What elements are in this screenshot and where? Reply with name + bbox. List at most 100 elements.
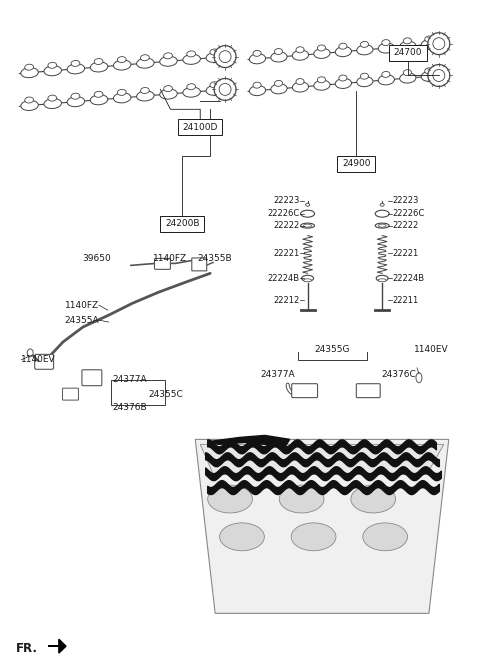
Ellipse shape xyxy=(428,65,450,86)
Text: 1140EV: 1140EV xyxy=(414,345,449,354)
Ellipse shape xyxy=(44,66,61,76)
Polygon shape xyxy=(195,440,449,613)
Text: FR.: FR. xyxy=(16,642,38,654)
FancyBboxPatch shape xyxy=(62,388,78,400)
Text: 24377A: 24377A xyxy=(113,375,147,384)
Ellipse shape xyxy=(113,93,131,103)
Ellipse shape xyxy=(296,47,304,53)
Text: 22224B: 22224B xyxy=(392,274,424,283)
Ellipse shape xyxy=(382,40,390,46)
Ellipse shape xyxy=(253,51,261,57)
Ellipse shape xyxy=(304,224,312,227)
Ellipse shape xyxy=(183,55,201,65)
Text: 24200B: 24200B xyxy=(165,219,200,228)
Ellipse shape xyxy=(44,98,61,108)
Ellipse shape xyxy=(160,57,177,66)
Text: 39650: 39650 xyxy=(82,254,111,263)
Ellipse shape xyxy=(90,62,108,72)
Text: 1140FZ: 1140FZ xyxy=(153,254,187,263)
FancyBboxPatch shape xyxy=(356,384,380,398)
Bar xyxy=(160,215,204,231)
Ellipse shape xyxy=(210,82,219,88)
FancyBboxPatch shape xyxy=(82,370,102,386)
Ellipse shape xyxy=(378,43,395,53)
FancyBboxPatch shape xyxy=(155,259,170,269)
Ellipse shape xyxy=(250,86,265,96)
FancyBboxPatch shape xyxy=(292,384,318,398)
Polygon shape xyxy=(200,444,444,474)
Ellipse shape xyxy=(335,78,351,88)
Ellipse shape xyxy=(250,54,265,64)
Ellipse shape xyxy=(113,60,131,70)
Ellipse shape xyxy=(416,373,422,383)
Ellipse shape xyxy=(67,96,84,106)
Text: 24355G: 24355G xyxy=(315,345,350,354)
Ellipse shape xyxy=(164,86,172,92)
Ellipse shape xyxy=(382,71,390,77)
Text: 22212: 22212 xyxy=(274,296,300,305)
Ellipse shape xyxy=(71,61,80,66)
Text: 24355C: 24355C xyxy=(148,390,183,399)
Ellipse shape xyxy=(292,51,309,61)
Ellipse shape xyxy=(403,38,411,44)
Text: 22226C: 22226C xyxy=(392,209,424,218)
Ellipse shape xyxy=(219,51,231,63)
Ellipse shape xyxy=(25,65,34,70)
Ellipse shape xyxy=(300,210,314,217)
Ellipse shape xyxy=(378,224,386,227)
Ellipse shape xyxy=(339,75,347,81)
Ellipse shape xyxy=(94,91,103,97)
Ellipse shape xyxy=(314,80,330,90)
Text: 24100D: 24100D xyxy=(182,123,218,132)
Bar xyxy=(389,45,427,61)
Text: 24377A: 24377A xyxy=(260,370,295,379)
Ellipse shape xyxy=(314,49,330,59)
Ellipse shape xyxy=(137,91,154,101)
Ellipse shape xyxy=(351,485,396,513)
Polygon shape xyxy=(210,436,290,448)
Ellipse shape xyxy=(117,57,126,63)
Ellipse shape xyxy=(48,95,57,101)
FancyBboxPatch shape xyxy=(192,258,207,271)
Ellipse shape xyxy=(187,51,195,57)
Ellipse shape xyxy=(214,78,236,100)
Bar xyxy=(337,156,375,172)
Ellipse shape xyxy=(219,83,231,95)
Ellipse shape xyxy=(421,71,437,81)
Ellipse shape xyxy=(360,41,369,47)
Text: 22221: 22221 xyxy=(274,249,300,258)
Ellipse shape xyxy=(210,49,219,55)
Ellipse shape xyxy=(206,53,224,63)
Ellipse shape xyxy=(304,279,312,282)
Text: 24376B: 24376B xyxy=(113,403,147,412)
Ellipse shape xyxy=(400,41,416,51)
Text: 24355A: 24355A xyxy=(64,316,99,325)
Text: 24700: 24700 xyxy=(394,48,422,57)
Ellipse shape xyxy=(433,38,445,50)
Ellipse shape xyxy=(94,59,103,65)
Ellipse shape xyxy=(357,45,373,55)
Ellipse shape xyxy=(71,93,80,99)
Text: 22222: 22222 xyxy=(392,221,419,230)
Ellipse shape xyxy=(300,223,314,228)
Ellipse shape xyxy=(48,63,57,68)
Text: 22221: 22221 xyxy=(392,249,419,258)
Text: 1140FZ: 1140FZ xyxy=(65,301,99,310)
Ellipse shape xyxy=(275,49,283,55)
Ellipse shape xyxy=(376,275,388,281)
Ellipse shape xyxy=(137,58,154,68)
Ellipse shape xyxy=(375,223,389,228)
Text: 22223: 22223 xyxy=(392,196,419,205)
Ellipse shape xyxy=(400,73,416,83)
Ellipse shape xyxy=(335,47,351,57)
Ellipse shape xyxy=(317,45,325,51)
Ellipse shape xyxy=(271,84,287,94)
Text: 24376C: 24376C xyxy=(381,370,416,379)
Ellipse shape xyxy=(306,203,310,206)
Ellipse shape xyxy=(117,89,126,95)
Ellipse shape xyxy=(357,76,373,86)
Ellipse shape xyxy=(433,70,445,81)
Ellipse shape xyxy=(275,80,283,86)
Ellipse shape xyxy=(363,523,408,551)
Ellipse shape xyxy=(425,36,433,42)
